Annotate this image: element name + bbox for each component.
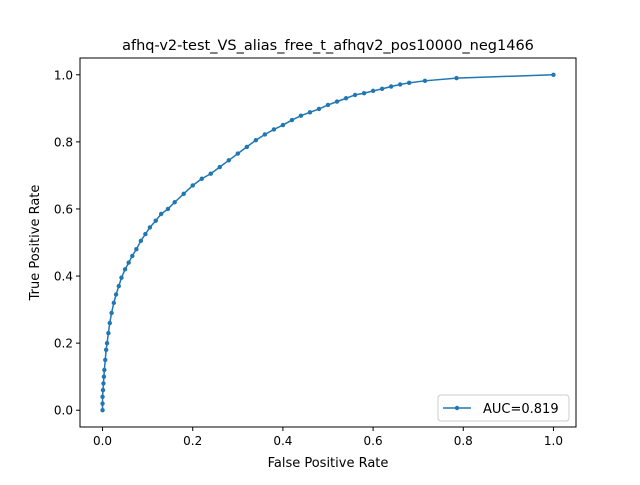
legend-label: AUC=0.819 [483,402,559,417]
roc-data-point [143,231,148,237]
roc-data-point [103,347,109,353]
roc-data-point [103,357,108,363]
y-axis-ticks: 0.0 0.2 0.4 0.6 0.8 1.0 [54,68,80,418]
roc-data-point [100,394,105,400]
roc-data-point [102,367,107,373]
roc-data-point [181,191,186,197]
roc-data-point [235,151,241,156]
plot-area [80,58,576,427]
roc-data-point [334,99,340,104]
roc-data-point [370,88,376,94]
roc-data-point [165,206,171,212]
roc-data-point [106,330,111,336]
chart-title: afhq-v2-test_VS_alias_free_t_afhqv2_pos1… [122,38,534,54]
x-axis-label: False Positive Rate [268,456,389,471]
roc-data-point [217,164,222,170]
roc-data-point [388,84,394,89]
plot-frame [79,57,577,428]
x-tick-label: 0.6 [364,434,383,448]
roc-data-point [172,200,177,205]
y-tick-label: 0.0 [54,404,73,418]
y-axis-label: True Positive Rate [28,185,43,302]
roc-data-point [147,225,153,230]
roc-data-point [253,137,259,143]
y-tick-label: 0.8 [54,135,73,149]
y-tick-label: 0.4 [54,270,73,284]
roc-data-point [119,275,124,280]
roc-data-point [122,267,128,272]
y-tick-label: 0.2 [54,337,73,351]
roc-data-point [101,374,107,379]
roc-data-point [111,300,117,306]
roc-data-point [244,144,250,150]
x-tick-label: 0.4 [273,434,292,448]
roc-data-point [100,408,105,413]
x-tick-label: 0.2 [183,434,202,448]
roc-data-point [113,292,119,297]
roc-data-point [298,113,304,118]
roc-data-point [307,110,313,115]
roc-data-point [551,72,556,77]
roc-data-point [406,80,412,86]
series-marks [100,72,556,413]
roc-data-point [226,158,231,163]
legend-marker-sample [454,405,460,411]
roc-data-point [116,283,121,289]
y-tick-label: 1.0 [54,68,73,82]
roc-data-point [361,91,367,96]
roc-data-point [289,117,295,123]
roc-data-point [158,211,164,217]
x-tick-label: 0.0 [93,434,112,448]
x-tick-label: 0.8 [454,434,473,448]
roc-data-point [208,171,213,176]
y-tick-label: 0.6 [54,202,73,216]
roc-data-point [422,78,428,84]
roc-data-point [104,340,110,346]
roc-data-point [379,86,385,92]
roc-data-point [190,183,195,188]
x-tick-label: 1.0 [544,434,563,448]
roc-data-point [126,260,131,265]
roc-data-point [343,96,349,101]
x-axis-ticks: 0.0 0.2 0.4 0.6 0.8 1.0 [93,427,563,448]
roc-data-point [101,381,106,386]
roc-data-point [325,102,331,108]
roc-data-point [397,82,403,87]
roc-data-point [352,92,358,98]
roc-data-point [271,127,277,132]
roc-data-point [130,253,135,259]
legend-box [437,394,570,422]
roc-data-point [262,132,268,137]
roc-data-point [316,106,322,112]
roc-data-point [280,122,286,128]
roc-data-point [100,401,105,406]
roc-data-point [153,218,158,223]
legend: AUC=0.819 [437,394,570,422]
roc-data-point [138,238,144,244]
roc-data-point [100,387,106,393]
roc-data-point [109,310,114,316]
roc-data-point [199,176,204,181]
roc-data-point [107,320,112,326]
roc-data-point [134,247,139,252]
roc-data-point [454,75,459,81]
